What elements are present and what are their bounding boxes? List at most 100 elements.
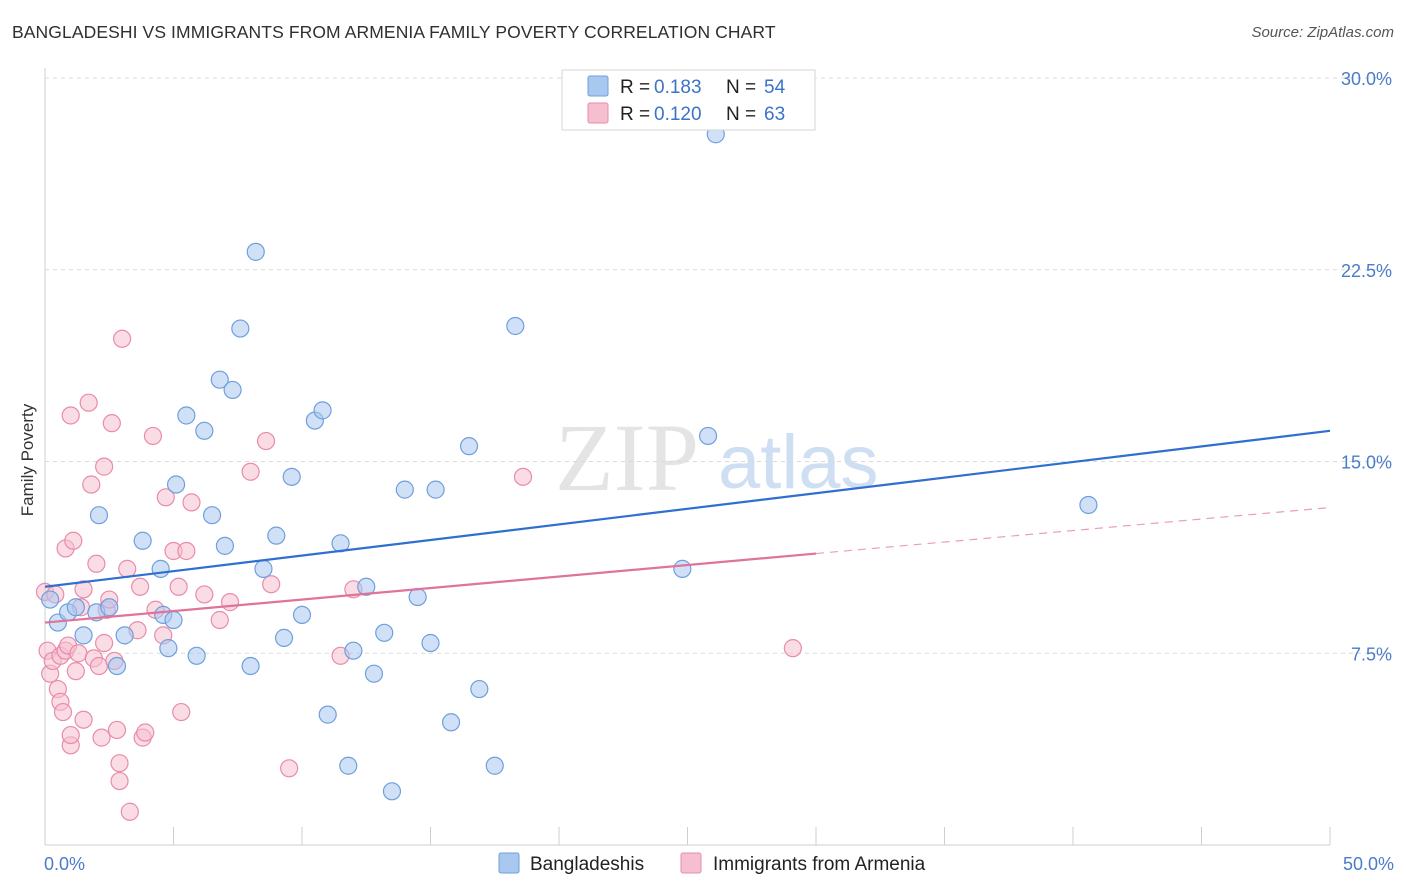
y-tick-label-0: 7.5% — [1351, 644, 1392, 664]
armenia-point — [169, 577, 188, 596]
bangladeshi-point — [408, 587, 427, 607]
bangladeshi-point — [313, 401, 332, 420]
armenia-point — [74, 710, 93, 729]
watermark: ZIP atlas — [555, 404, 879, 511]
bangladeshi-point — [344, 641, 363, 660]
y-tick-label-1: 15.0% — [1341, 453, 1392, 473]
bangladeshi-point — [195, 421, 214, 440]
armenia-point — [195, 585, 214, 604]
watermark-atlas: atlas — [718, 420, 879, 505]
armenia-point — [220, 593, 240, 612]
bangladeshi-point — [339, 756, 358, 775]
armenia-point — [107, 720, 127, 740]
bangladeshi-point — [673, 559, 692, 578]
bangladeshi-point — [364, 664, 384, 683]
armenia-point — [177, 541, 196, 561]
bottom-legend-label-0: Bangladeshis — [530, 854, 644, 875]
legend-n-label-1: N = — [726, 104, 756, 125]
armenia-point — [61, 725, 80, 745]
bangladeshi-point — [66, 598, 85, 617]
legend-n-label-0: N = — [726, 77, 756, 98]
bangladeshi-point — [282, 467, 301, 486]
bottom-legend: Bangladeshis Immigrants from Armenia — [498, 852, 926, 875]
bangladeshi-point — [164, 610, 183, 630]
armenia-point — [156, 488, 175, 507]
bangladeshi-points — [41, 125, 1098, 801]
bangladeshi-point — [74, 626, 93, 645]
bangladeshi-point — [241, 656, 260, 676]
bangladeshi-point — [231, 319, 250, 338]
armenia-point — [210, 610, 229, 630]
y-tick-labels: 7.5% 15.0% 22.5% 30.0% — [1341, 69, 1392, 664]
bangladeshi-point — [357, 577, 376, 596]
armenia-point — [783, 639, 802, 658]
bangladeshi-point — [254, 559, 273, 578]
grid — [45, 77, 1390, 654]
axes — [44, 68, 1331, 846]
bangladeshi-point — [187, 646, 206, 665]
bangladeshi-point — [426, 480, 445, 499]
x-tick-labels: 0.0% 50.0% — [44, 854, 1394, 874]
bangladeshi-point — [318, 705, 337, 724]
bangladeshi-point — [177, 406, 196, 425]
bangladeshi-point — [210, 370, 229, 389]
armenia-trend-extension — [815, 506, 1331, 555]
legend: R = 0.183 N = 54 R = 0.120 N = 63 — [561, 69, 816, 131]
bangladeshi-point — [151, 559, 170, 578]
armenia-point — [262, 575, 281, 594]
bottom-legend-swatch-blue — [498, 852, 520, 874]
armenia-point — [66, 662, 85, 681]
armenia-point — [102, 414, 121, 433]
bangladeshi-point — [698, 426, 718, 446]
bangladeshi-point — [506, 316, 525, 336]
bangladeshi-point — [485, 756, 504, 775]
chart-title: BANGLADESHI VS IMMIGRANTS FROM ARMENIA F… — [12, 22, 776, 42]
armenia-point — [241, 462, 260, 481]
bangladeshi-point — [382, 782, 402, 801]
legend-swatch-blue — [587, 75, 609, 97]
x-tick-label-max: 50.0% — [1343, 854, 1394, 874]
armenia-point — [95, 633, 114, 653]
armenia-point — [95, 457, 114, 476]
armenia-point — [110, 771, 129, 791]
bangladeshi-point — [470, 679, 489, 699]
bangladeshi-point — [459, 437, 479, 456]
bangladeshi-point — [292, 605, 312, 625]
bangladeshi-point — [421, 633, 440, 653]
armenia-point — [143, 426, 163, 446]
bangladeshi-point — [441, 713, 461, 732]
armenia-point — [120, 802, 139, 821]
bangladeshi-point — [89, 506, 109, 525]
trend-lines — [44, 429, 1331, 624]
x-tick-label-min: 0.0% — [44, 854, 85, 874]
legend-r-label-0: R = — [620, 77, 650, 98]
legend-swatch-pink — [587, 102, 609, 124]
bangladeshi-trend-line — [44, 429, 1331, 588]
bangladeshi-point — [1079, 495, 1098, 515]
bangladeshi-point — [395, 480, 414, 499]
armenia-point — [118, 559, 137, 578]
armenia-point — [256, 431, 276, 451]
armenia-point — [61, 406, 80, 425]
bangladeshi-point — [274, 628, 294, 648]
armenia-point — [172, 702, 191, 722]
armenia-point — [112, 329, 132, 348]
bottom-legend-label-1: Immigrants from Armenia — [713, 854, 926, 875]
source-label: Source: ZipAtlas.com — [1251, 24, 1394, 41]
armenia-point — [69, 644, 88, 663]
armenia-point — [74, 580, 93, 599]
armenia-point — [136, 723, 155, 742]
armenia-point — [82, 475, 101, 494]
bangladeshi-point — [133, 531, 152, 550]
watermark-zip: ZIP — [555, 404, 699, 511]
bottom-legend-swatch-pink — [680, 852, 702, 874]
bangladeshi-point — [223, 380, 242, 400]
armenia-point — [130, 577, 150, 596]
armenia-point — [513, 467, 533, 486]
legend-r-label-1: R = — [620, 104, 650, 125]
bangladeshi-point — [267, 526, 286, 545]
armenia-trend-line — [44, 552, 817, 624]
y-tick-label-2: 22.5% — [1341, 261, 1392, 281]
armenia-point — [79, 393, 98, 412]
bangladeshi-point — [375, 623, 394, 642]
